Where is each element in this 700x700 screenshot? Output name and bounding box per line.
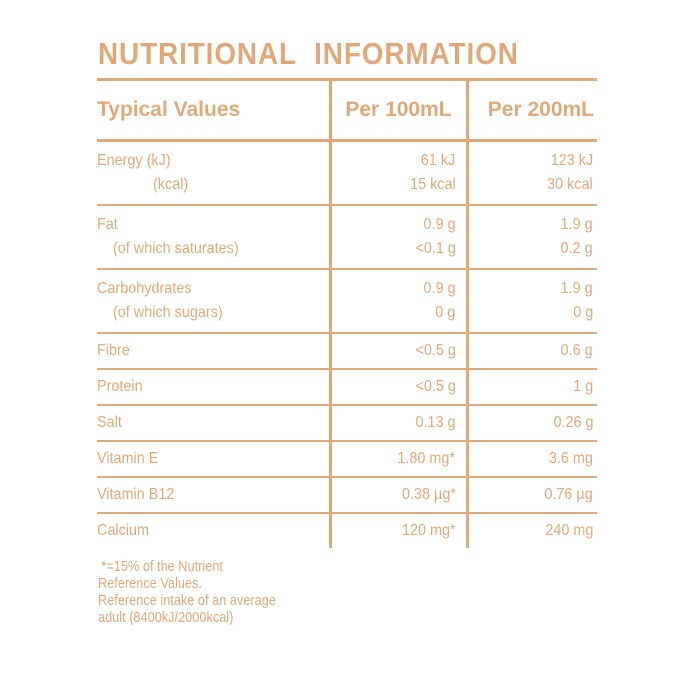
footnote-line: *=15% of the Nutrient [101,558,223,575]
label-line: Energy (kJ) [97,152,171,169]
row-label: Carbohydrates (of which sugars) [97,269,330,334]
value-per-200ml: 0.6 g [467,333,597,370]
value-per-200ml: 1.9 g 0 g [467,269,597,334]
value-per-200ml: 0.76 µg [467,477,597,514]
footnote-line: Reference intake of an average [98,592,276,609]
table-row: Energy (kJ) (kcal) 61 kJ 15 kcal 123 kJ … [97,140,597,206]
table-row: Protein <0.5 g 1 g [97,369,597,406]
row-label: Vitamin E [97,441,330,478]
label-line: (kcal) [153,176,189,193]
value-per-100ml: <0.5 g [328,369,469,406]
value-per-200ml: 1 g [467,369,597,406]
row-label: Salt [97,405,330,442]
row-label: Energy (kJ) (kcal) [97,140,330,206]
footnote: *=15% of the Nutrient Reference Values. … [98,558,276,626]
value-per-100ml: 120 mg* [328,513,469,548]
value-per-200ml: 123 kJ 30 kcal [467,140,597,206]
table-row: Calcium 120 mg* 240 mg [97,513,597,548]
value-per-100ml: 61 kJ 15 kcal [328,140,469,206]
table-row: Carbohydrates (of which sugars) 0.9 g 0 … [97,269,597,334]
value-per-100ml: 0.9 g <0.1 g [328,205,469,270]
table-row: Vitamin E 1.80 mg* 3.6 mg [97,441,597,478]
row-label: Fibre [97,333,330,370]
table-row: Vitamin B12 0.38 µg* 0.76 µg [97,477,597,514]
column-header-typical-values: Typical Values [97,78,330,142]
row-label: Calcium [97,522,150,539]
footnote-line: adult (8400kJ/2000kcal) [98,609,234,626]
value-per-100ml: 1.80 mg* [328,441,469,478]
table-header-row: Typical Values Per 100mL Per 200mL [97,78,597,142]
row-label: Fat (of which saturates) [97,205,330,270]
value-per-200ml: 240 mg [544,522,593,539]
table-row: Salt 0.13 g 0.26 g [97,405,597,442]
row-label: Protein [97,369,330,406]
value-per-100ml: 0.38 µg* [328,477,469,514]
label-line: (of which saturates) [113,240,239,257]
nutrition-table: Typical Values Per 100mL Per 200mL Energ… [97,78,597,548]
label-line: Carbohydrates [97,280,192,297]
value-per-200ml: 0.26 g [467,405,597,442]
value-per-200ml: 3.6 mg [467,441,597,478]
column-header-per-200ml: Per 200mL [467,78,597,142]
value-per-100ml: 0.9 g 0 g [328,269,469,334]
table-row: Fibre <0.5 g 0.6 g [97,333,597,370]
table-row: Fat (of which saturates) 0.9 g <0.1 g 1.… [97,205,597,270]
label-line: Fat [97,216,118,233]
row-label: Vitamin B12 [97,477,330,514]
page-title: NUTRITIONAL INFORMATION [98,36,519,71]
label-line: (of which sugars) [113,304,223,321]
column-header-per-100ml: Per 100mL [328,78,469,142]
value-per-100ml: 0.13 g [328,405,469,442]
value-per-200ml: 1.9 g 0.2 g [467,205,597,270]
footnote-line: Reference Values. [98,575,202,592]
value-per-100ml: <0.5 g [328,333,469,370]
